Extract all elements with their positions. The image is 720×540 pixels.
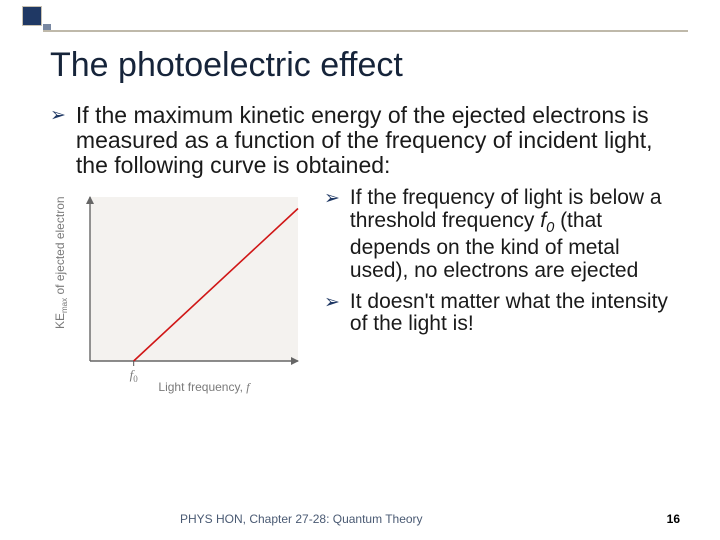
bullet-right-0-text: If the frequency of light is below a thr… (350, 187, 680, 282)
svg-text:KEmax of ejected electron: KEmax of ejected electron (53, 197, 69, 330)
content-row: f0 Light frequency, f KEmax of ejected ele… (50, 187, 680, 397)
slide-title: The photoelectric effect (50, 46, 680, 85)
bullet-list: ➢ If the maximum kinetic energy of the e… (50, 103, 680, 177)
photoelectric-chart: f0 Light frequency, f KEmax of ejected ele… (50, 187, 310, 397)
footer-text: PHYS HON, Chapter 27-28: Quantum Theory (180, 512, 423, 526)
bullet-right-1-text: It doesn't matter what the intensity of … (350, 291, 680, 336)
bullet-main: ➢ If the maximum kinetic energy of the e… (50, 103, 680, 177)
svg-text:Light frequency, f: Light frequency, f (158, 380, 251, 394)
svg-text:f0: f0 (130, 367, 139, 384)
bullet-main-text: If the maximum kinetic energy of the eje… (76, 103, 680, 177)
slide-body: The photoelectric effect ➢ If the maximu… (0, 0, 720, 397)
chart-svg: f0 Light frequency, f KEmax of ejected ele… (50, 187, 310, 397)
bullet-right-0: ➢ If the frequency of light is below a t… (324, 187, 680, 282)
bullet-arrow-icon: ➢ (324, 293, 340, 336)
bullet-arrow-icon: ➢ (324, 189, 340, 282)
decor-line (43, 30, 688, 32)
bullet-right-1: ➢ It doesn't matter what the intensity o… (324, 291, 680, 336)
right-column: ➢ If the frequency of light is below a t… (324, 187, 680, 343)
decor-square-large (22, 6, 42, 26)
page-number: 16 (667, 512, 680, 526)
bullet-arrow-icon: ➢ (50, 106, 66, 177)
slide-footer: PHYS HON, Chapter 27-28: Quantum Theory … (0, 512, 720, 526)
